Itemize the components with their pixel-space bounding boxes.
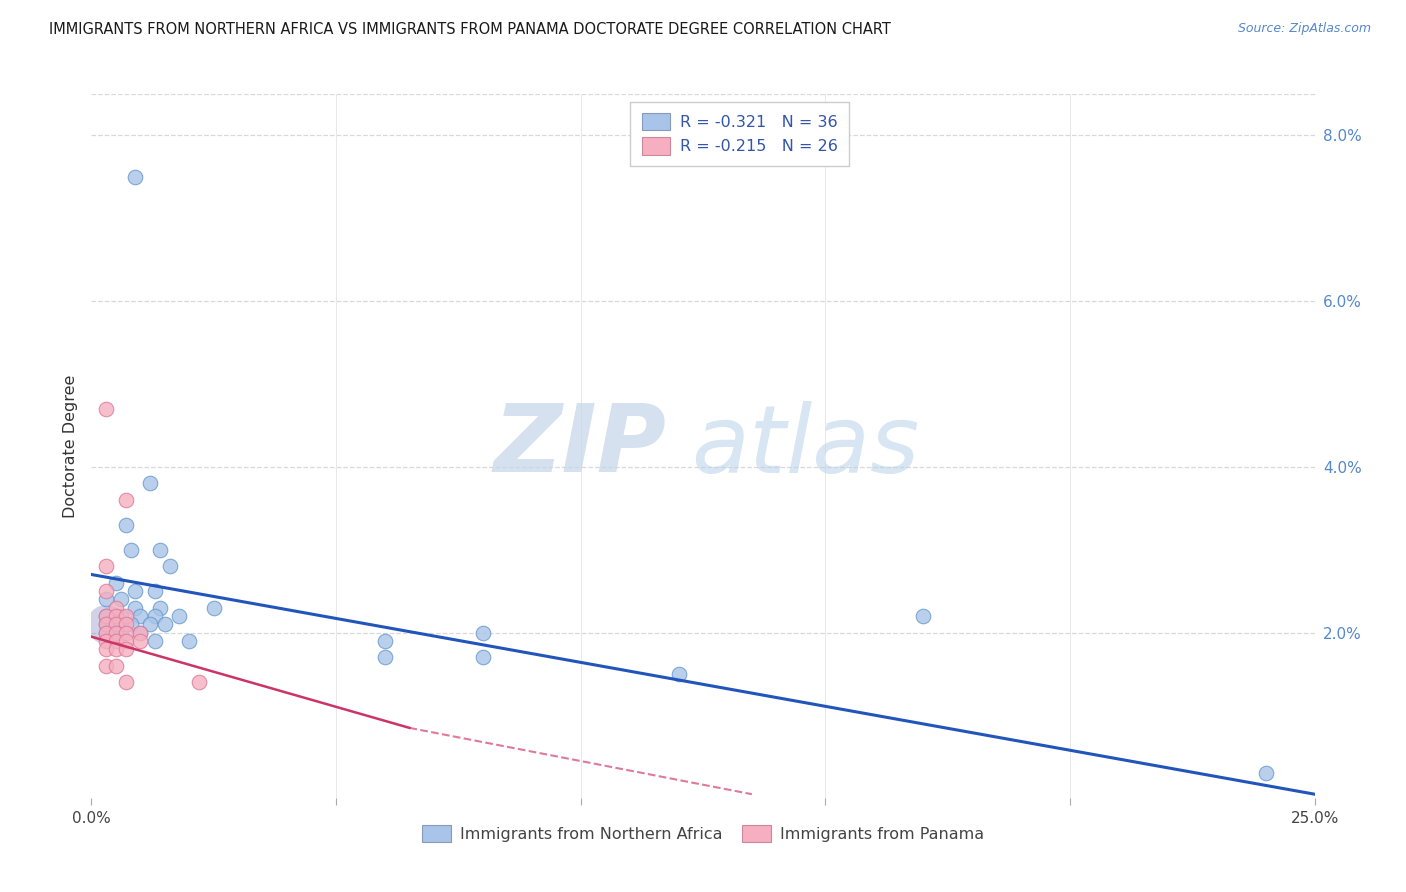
Point: [159, 559, 181, 574]
Point: [104, 609, 127, 624]
Point: [110, 625, 132, 640]
Point: [104, 600, 127, 615]
Point: [104, 617, 127, 632]
Point: [374, 650, 396, 665]
Point: [471, 650, 494, 665]
Point: [912, 609, 935, 624]
Point: [149, 600, 172, 615]
Point: [114, 675, 136, 690]
Point: [129, 625, 152, 640]
Point: [129, 609, 152, 624]
Point: [104, 642, 127, 657]
Legend: Immigrants from Northern Africa, Immigrants from Panama: Immigrants from Northern Africa, Immigra…: [413, 817, 993, 850]
Point: [114, 642, 136, 657]
Point: [179, 633, 201, 648]
Point: [94, 592, 117, 607]
Point: [94, 617, 117, 632]
Point: [94, 658, 117, 673]
Point: [668, 667, 690, 681]
Point: [104, 658, 127, 673]
Point: [94, 642, 117, 657]
Point: [94, 609, 117, 624]
Point: [104, 633, 127, 648]
Point: [114, 625, 136, 640]
Point: [94, 584, 117, 599]
Point: [94, 625, 117, 640]
Point: [114, 609, 136, 624]
Point: [169, 609, 191, 624]
Point: [124, 584, 146, 599]
Point: [143, 609, 166, 624]
Point: [104, 575, 127, 590]
Point: [110, 592, 132, 607]
Text: Source: ZipAtlas.com: Source: ZipAtlas.com: [1237, 22, 1371, 36]
Point: [110, 617, 132, 632]
Point: [94, 609, 117, 624]
Point: [202, 600, 225, 615]
Point: [124, 600, 146, 615]
Point: [94, 617, 117, 632]
Point: [188, 675, 211, 690]
Point: [149, 542, 172, 557]
Point: [114, 633, 136, 648]
Point: [1254, 766, 1277, 780]
Point: [94, 625, 117, 640]
Point: [120, 542, 142, 557]
Point: [143, 633, 166, 648]
Point: [104, 625, 127, 640]
Y-axis label: Doctorate Degree: Doctorate Degree: [63, 375, 79, 517]
Point: [120, 617, 142, 632]
Point: [471, 625, 494, 640]
Text: ZIP: ZIP: [494, 400, 666, 492]
Point: [129, 633, 152, 648]
Point: [114, 517, 136, 532]
Point: [110, 609, 132, 624]
Point: [94, 401, 117, 416]
Point: [129, 625, 152, 640]
Point: [94, 633, 117, 648]
Point: [114, 617, 136, 632]
Text: IMMIGRANTS FROM NORTHERN AFRICA VS IMMIGRANTS FROM PANAMA DOCTORATE DEGREE CORRE: IMMIGRANTS FROM NORTHERN AFRICA VS IMMIG…: [49, 22, 891, 37]
Point: [139, 617, 162, 632]
Point: [94, 559, 117, 574]
Point: [139, 476, 162, 491]
Point: [114, 492, 136, 507]
Point: [374, 633, 396, 648]
Point: [143, 584, 166, 599]
Point: [94, 617, 117, 632]
Point: [153, 617, 176, 632]
Text: atlas: atlas: [690, 401, 920, 491]
Point: [124, 169, 146, 184]
